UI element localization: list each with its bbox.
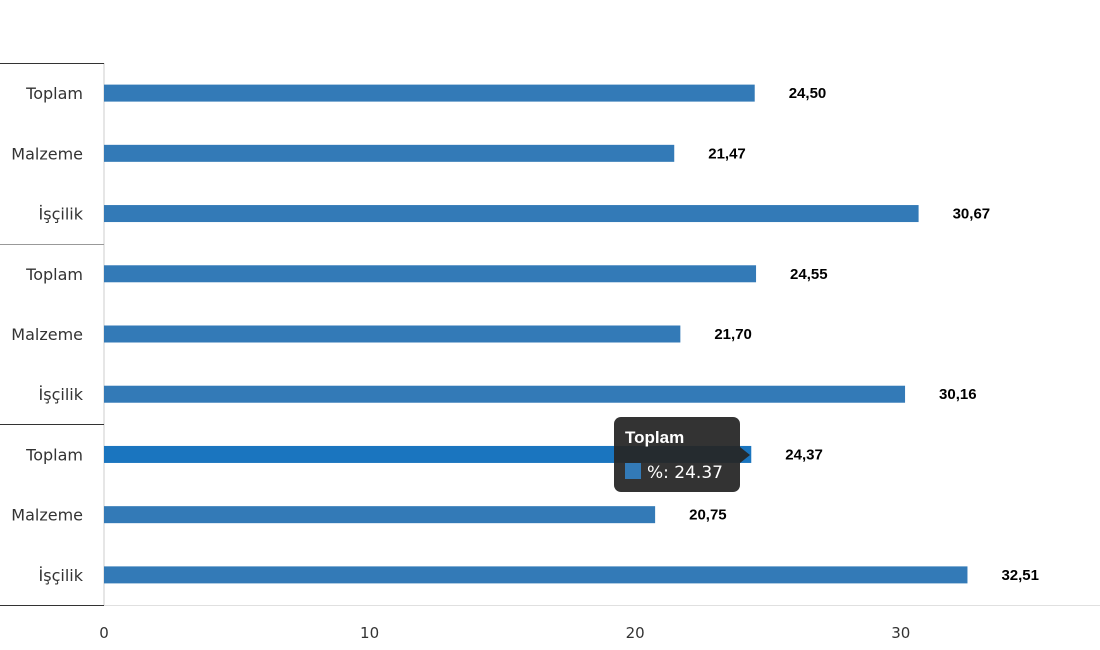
x-tick-label: 30 [891,624,910,642]
labels-layer: Toplam 24,50 Malzeme 21,47 İşçilik 30,67 Topla… [11,84,1039,585]
category-label: Malzeme [11,325,83,344]
category-label: İşçilik [39,566,84,585]
data-label: 30,16 [939,386,977,403]
bar [104,385,906,403]
category-label: İşçilik [39,205,84,224]
data-label: 30,67 [953,206,991,223]
data-label: 21,47 [708,145,746,162]
bar [104,325,681,343]
data-label: 24,55 [790,266,828,283]
bar [104,144,675,162]
tooltip-value: %: 24.37 [647,463,723,483]
category-label: Malzeme [11,506,83,525]
data-label: 21,70 [714,326,752,343]
category-label: Toplam [25,445,83,464]
bar [104,445,752,463]
data-label: 32,51 [1001,567,1039,584]
bar [104,84,755,102]
bar [104,566,968,584]
tooltip-box [614,417,740,492]
bar [104,205,919,223]
x-tick-label: 20 [626,624,645,642]
data-label: 24,37 [785,446,823,463]
category-label: Toplam [25,84,83,103]
tooltip: Toplam %: 24.37 [614,417,750,492]
x-tick-label: 0 [99,624,109,642]
x-tick-label: 10 [360,624,379,642]
bar [104,506,656,524]
data-label: 20,75 [689,507,727,524]
tooltip-pointer [740,447,750,463]
tooltip-title: Toplam [625,428,684,447]
category-label: Toplam [25,265,83,284]
bars-layer [104,84,968,584]
category-label: Malzeme [11,144,83,163]
tooltip-swatch [625,463,641,479]
bar [104,265,757,283]
data-label: 24,50 [789,85,827,102]
category-label: İşçilik [39,385,84,404]
